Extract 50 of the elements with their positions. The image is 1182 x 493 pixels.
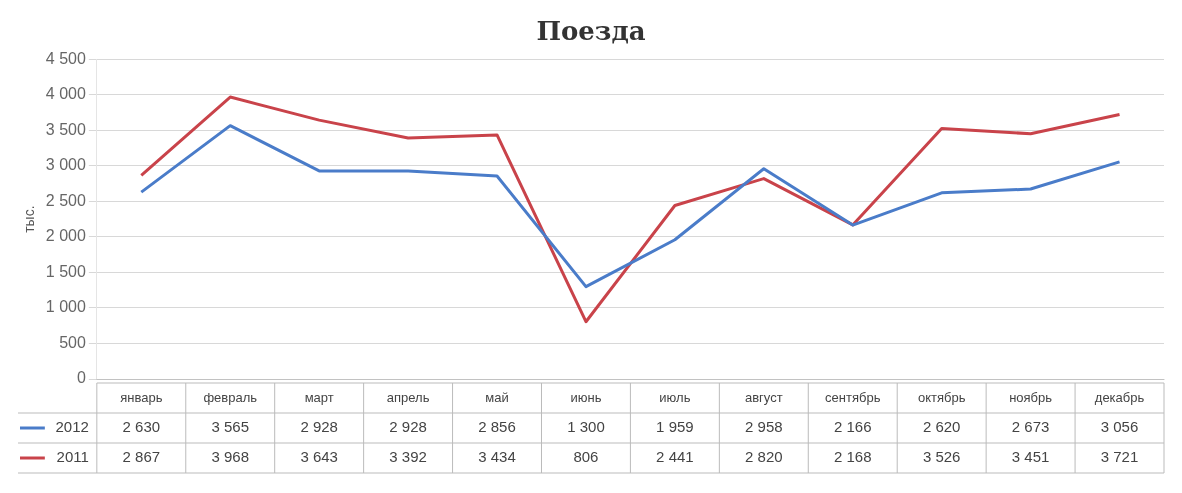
y-tick-label: 1 500 — [45, 262, 86, 280]
data-label: 3 392 — [389, 448, 427, 466]
y-tick-label: 2 500 — [45, 191, 86, 209]
legend-label: 2011 — [56, 448, 89, 466]
x-tick-label: декабрь — [1094, 389, 1145, 405]
x-tick-label: ноябрь — [1009, 389, 1053, 405]
y-axis-title: тыс. — [21, 205, 38, 233]
data-label: 2 928 — [300, 418, 338, 436]
data-label: 3 434 — [478, 448, 516, 466]
data-label: 2 441 — [656, 448, 694, 466]
y-tick-label: 4 500 — [45, 49, 86, 67]
chart-title: Поезда — [536, 16, 646, 47]
data-label: 2 620 — [922, 418, 961, 436]
x-tick-label: январь — [120, 389, 163, 405]
x-tick-label: август — [744, 389, 783, 405]
y-tick-label: 4 000 — [45, 85, 86, 103]
y-tick-label: 3 500 — [45, 120, 86, 138]
x-tick-label: октябрь — [917, 389, 966, 405]
y-tick-label: 500 — [59, 333, 86, 351]
x-tick-label: февраль — [203, 389, 258, 405]
data-label: 3 056 — [1100, 418, 1139, 436]
legend-label: 2012 — [55, 418, 89, 436]
data-label: 3 968 — [211, 448, 250, 466]
data-label: 2 928 — [389, 418, 427, 436]
y-tick-label: 0 — [76, 369, 86, 387]
data-label: 2 958 — [745, 418, 783, 436]
data-label: 3 451 — [1011, 448, 1050, 466]
x-tick-label: июнь — [570, 389, 602, 405]
data-label: 2 820 — [745, 448, 783, 466]
data-label: 2 166 — [833, 418, 872, 436]
data-label: 1 300 — [567, 418, 605, 436]
y-tick-label: 1 000 — [45, 298, 86, 316]
data-label: 3 565 — [211, 418, 250, 436]
data-label: 2 630 — [122, 418, 161, 436]
x-tick-label: сентябрь — [825, 389, 881, 405]
x-tick-label: апрель — [386, 389, 430, 405]
data-label: 2 856 — [478, 418, 516, 436]
data-label: 3 721 — [1100, 448, 1139, 466]
x-tick-label: март — [304, 389, 334, 405]
data-label: 806 — [573, 448, 599, 466]
x-tick-label: июль — [659, 389, 691, 405]
data-label: 2 867 — [122, 448, 161, 466]
data-label: 3 526 — [922, 448, 961, 466]
x-tick-label: май — [485, 389, 509, 405]
data-label: 3 643 — [300, 448, 338, 466]
data-label: 1 959 — [656, 418, 694, 436]
data-label: 2 673 — [1011, 418, 1050, 436]
y-tick-label: 2 000 — [45, 227, 86, 245]
data-label: 2 168 — [833, 448, 872, 466]
y-tick-label: 3 000 — [45, 156, 86, 174]
